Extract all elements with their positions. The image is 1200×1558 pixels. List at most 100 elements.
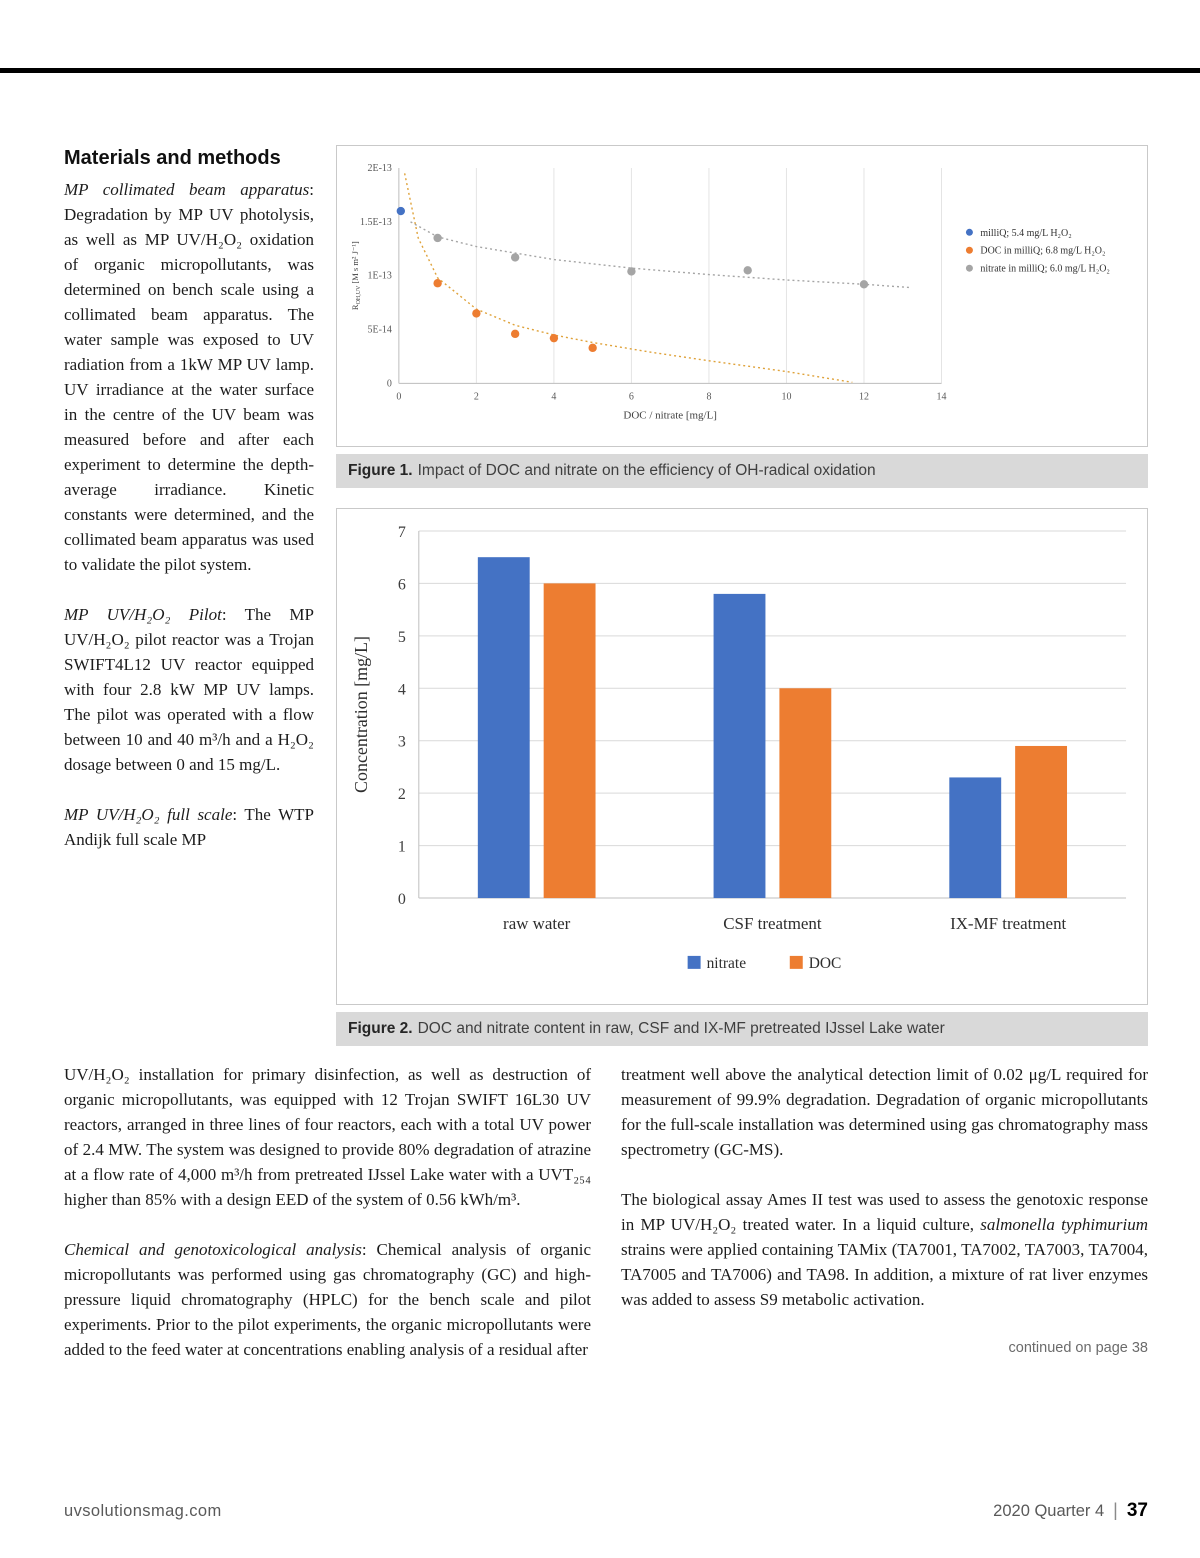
legend-label: milliQ; 5.4 mg/L H₂O₂ [980,228,1071,239]
legend-marker [789,956,803,970]
bar-nitrate [949,777,1002,899]
y-axis-label: Concentration [mg/L] [351,636,371,793]
body-paragraph: MP UV/H₂O₂ full scale: The WTP Andijk fu… [64,802,314,852]
category-label: IX-MF treatment [950,914,1066,933]
legend-marker [965,264,973,272]
svg-text:2: 2 [474,391,479,402]
continued-note: continued on page 38 [1008,1340,1149,1357]
svg-text:1.5E-13: 1.5E-13 [360,217,392,228]
svg-text:6: 6 [629,391,634,402]
paragraph-lead: MP UV/H₂O₂ full scale [64,805,233,825]
svg-text:6: 6 [398,577,406,594]
scatter-plot: 0 2 4 6 8 10 12 14 0 5E-14 1E-13 1.5E-13 2E-13 DOC / … [350,163,947,421]
main-content: Materials and methods MP collimated beam… [64,145,1148,1362]
svg-text:14: 14 [937,391,947,402]
body-paragraph: MP UV/H₂O₂ Pilot: The MP UV/H₂O₂ pilot r… [64,602,314,777]
legend-marker [965,228,973,236]
y-axis-label: ROH,UV [M s m² J⁻¹] [350,241,362,310]
svg-text:4: 4 [398,682,406,699]
bar-legend: nitrate DOC [687,955,842,972]
figure-1-chart: 0 2 4 6 8 10 12 14 0 5E-14 1E-13 1.5E-13 2E-13 DOC / … [350,163,1110,421]
figure-1: 0 2 4 6 8 10 12 14 0 5E-14 1E-13 1.5E-13 2E-13 DOC / … [336,145,1148,448]
section-heading: Materials and methods [64,147,281,169]
bar-nitrate [713,594,766,899]
svg-text:5: 5 [398,629,406,646]
legend-marker [965,246,973,254]
legend-marker [687,956,701,970]
figure-2-label: Figure 2. [348,1020,413,1038]
figures-column: 0 2 4 6 8 10 12 14 0 5E-14 1E-13 1.5E-13 2E-13 DOC / … [336,145,1148,1047]
footer-issue: 2020 Quarter 4 [993,1502,1105,1520]
paragraph-lead: MP UV/H₂O₂ Pilot [64,605,222,625]
category-label: CSF treatment [723,914,822,933]
figure-2-chart: 0 1 2 3 4 5 6 7 raw water CSF treatment IX-MF trea… [351,524,1127,972]
footer-issue-page: 2020 Quarter 4 | 37 [993,1500,1148,1522]
body-paragraph: MP collimated beam apparatus: Degradatio… [64,177,314,577]
footer-page-number: 37 [1126,1500,1148,1521]
bar-plot: 0 1 2 3 4 5 6 7 raw water CSF treatment IX-MF trea… [351,524,1127,933]
data-point [549,333,559,343]
bar-DOC [1015,746,1068,899]
trendline [403,173,853,384]
paragraph-text: : Chemical analysis of organic micropoll… [64,1240,591,1360]
bar-nitrate [477,557,530,899]
svg-text:12: 12 [859,391,869,402]
body-paragraph: treatment well above the analytical dete… [621,1065,1148,1160]
page-footer: uvsolutionsmag.com 2020 Quarter 4 | 37 [64,1500,1148,1522]
svg-text:0: 0 [387,378,392,389]
legend-label: DOC in milliQ; 6.8 mg/L H₂O₂ [980,246,1105,257]
legend-label: nitrate in milliQ; 6.0 mg/L H₂O₂ [980,264,1110,275]
svg-text:5E-14: 5E-14 [368,325,392,336]
upper-row: Materials and methods MP collimated beam… [64,145,1148,1047]
svg-text:0: 0 [398,891,406,908]
paragraph-text: The biological assay Ames II test was us… [621,1190,1148,1235]
paragraph-text: : The MP UV/H₂O₂ pilot reactor was a Tro… [64,605,314,775]
species-name: salmonella typhimurium [980,1215,1148,1235]
category-label: raw water [503,914,571,933]
top-rule [0,68,1200,73]
data-point [588,343,597,353]
data-point [396,206,405,216]
chart-legend: milliQ; 5.4 mg/L H₂O₂ DOC in milliQ; 6.8 … [965,228,1110,275]
svg-text:3: 3 [398,734,406,751]
left-column: Materials and methods MP collimated beam… [64,145,314,1046]
svg-text:1E-13: 1E-13 [368,271,392,282]
data-point [510,329,520,339]
lower-row: UV/H₂O₂ installation for primary disinfe… [64,1062,1148,1362]
data-point [743,266,752,275]
svg-text:2: 2 [398,786,406,803]
figure-1-caption: Figure 1. Impact of DOC and nitrate on th… [336,454,1148,489]
lower-left-column: UV/H₂O₂ installation for primary disinfe… [64,1062,591,1362]
lower-right-column: treatment well above the analytical dete… [621,1062,1148,1362]
figure-1-label: Figure 1. [348,462,413,480]
paragraph-lead: Chemical and genotoxicological analysis [64,1240,362,1260]
svg-text:0: 0 [396,391,401,402]
svg-text:1: 1 [398,839,406,856]
paragraph-text: : Degradation by MP UV photolysis, as we… [64,180,314,575]
svg-text:4: 4 [551,391,556,402]
bar-DOC [779,688,832,899]
paragraph-text: : The WTP Andijk full scale MP [64,805,314,850]
footer-site: uvsolutionsmag.com [64,1502,222,1520]
svg-text:2E-13: 2E-13 [368,163,392,174]
bar-DOC [543,583,596,899]
data-point [510,253,520,262]
footer-separator: | [1113,1500,1118,1520]
figure-2-caption-text: DOC and nitrate content in raw, CSF and … [417,1020,945,1038]
svg-text:8: 8 [706,391,711,402]
svg-text:10: 10 [781,391,791,402]
paragraph-lead: MP collimated beam apparatus [64,180,310,200]
legend-label: DOC [809,955,842,972]
figure-2-caption: Figure 2. DOC and nitrate content in raw,… [336,1012,1148,1047]
data-point [627,267,636,276]
body-paragraph: Chemical and genotoxicological analysis:… [64,1237,591,1362]
x-axis-label: DOC / nitrate [mg/L] [623,409,717,421]
legend-label: nitrate [707,955,747,972]
trendline [410,221,911,289]
body-paragraph: The biological assay Ames II test was us… [621,1187,1148,1312]
body-paragraph-continuation: UV/H₂O₂ installation for primary disinfe… [64,1065,591,1210]
paragraph-text: strains were applied containing TAMix (T… [621,1240,1148,1310]
data-point [472,309,481,318]
svg-text:7: 7 [398,524,406,541]
